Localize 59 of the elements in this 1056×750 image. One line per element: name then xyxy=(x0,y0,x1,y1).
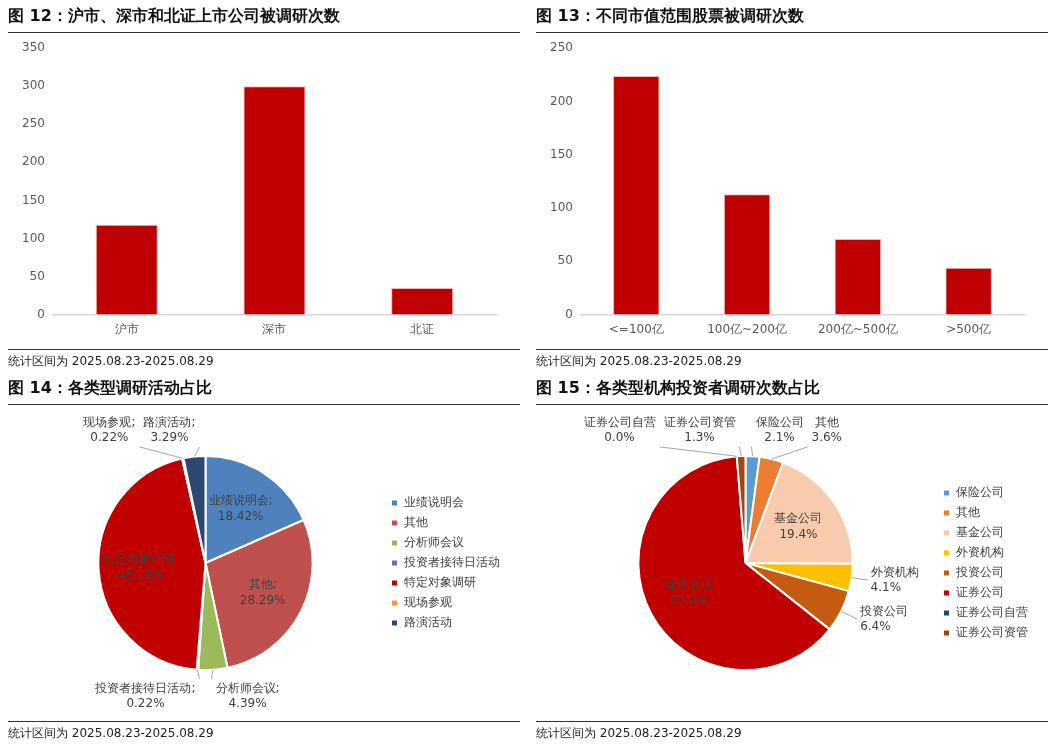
y-tick-label: 250 xyxy=(550,40,573,55)
data-label: 其他; 28.29% xyxy=(239,576,286,607)
legend-label: 分析师会议 xyxy=(404,535,464,550)
legend-label: 其他 xyxy=(404,515,428,530)
legend-label: 外资机构 xyxy=(956,545,1004,560)
text: 证券公司自营 0.0% xyxy=(583,414,656,444)
y-tick-label: 250 xyxy=(22,116,45,131)
y-tick-label: 0 xyxy=(37,306,45,321)
legend-label: 其他 xyxy=(956,505,980,520)
x-tick-label: 深市 xyxy=(262,321,287,336)
legend-label: 业绩说明会 xyxy=(404,495,464,510)
text: 统计区间为 2025.08.23-2025.08.29 xyxy=(8,721,520,741)
legend-label: 基金公司 xyxy=(956,525,1004,540)
x-tick-label: 北证 xyxy=(410,321,435,336)
y-tick-label: 300 xyxy=(22,78,45,93)
data-label: 分析师会议; 4.39% xyxy=(215,680,280,710)
text: 统计区间为 2025.08.23-2025.08.29 xyxy=(8,349,520,369)
data-label: 保险公司 2.1% xyxy=(755,414,804,444)
data-label: 业绩说明会; 18.42% xyxy=(208,493,273,524)
data-label: 基金公司 19.4% xyxy=(774,510,823,541)
text: 统计区间为 2025.08.23-2025.08.29 xyxy=(536,721,1048,741)
y-tick-label: 150 xyxy=(22,192,45,207)
legend-label: 证券公司 xyxy=(956,585,1004,600)
chart-title: 图 14：各类型调研活动占比 xyxy=(8,372,520,405)
chart-title: 图 15：各类型机构投资者调研次数占比 xyxy=(536,372,1048,405)
legend-label: 保险公司 xyxy=(956,485,1004,500)
chart-title: 图 12：沪市、深市和北证上市公司被调研次数 xyxy=(8,0,520,33)
data-label: 现场参观; 0.22% xyxy=(83,414,136,444)
data-label: 投资者接待日活动; 0.22% xyxy=(94,680,196,710)
y-tick-label: 100 xyxy=(550,200,573,215)
x-tick-label: >500亿 xyxy=(946,321,992,336)
data-label: 证券公司资管 1.3% xyxy=(663,414,736,444)
legend-label: 投资公司 xyxy=(955,565,1004,580)
y-tick-label: 50 xyxy=(29,268,45,283)
y-tick-label: 200 xyxy=(550,93,573,108)
y-tick-label: 0 xyxy=(565,306,573,321)
x-tick-label: 200亿~500亿 xyxy=(817,321,898,336)
legend-label: 投资者接待日活动 xyxy=(403,555,500,570)
data-label: 投资公司 6.4% xyxy=(859,603,909,633)
chart-title: 图 13：不同市值范围股票被调研次数 xyxy=(536,0,1048,33)
y-tick-label: 150 xyxy=(550,146,573,161)
x-tick-label: 沪市 xyxy=(114,321,139,336)
data-label: 其他 3.6% xyxy=(811,414,842,444)
y-tick-label: 350 xyxy=(22,40,45,55)
y-tick-label: 100 xyxy=(22,230,45,245)
legend-label: 现场参观 xyxy=(404,595,452,610)
data-label: 特定对象调研; 45.18% xyxy=(103,551,180,582)
x-tick-label: 100亿~200亿 xyxy=(707,321,787,336)
legend-label: 证券公司自营 xyxy=(956,605,1028,620)
y-tick-label: 50 xyxy=(557,253,573,268)
data-label: 外资机构 4.1% xyxy=(870,564,919,594)
text: 统计区间为 2025.08.23-2025.08.29 xyxy=(536,349,1048,369)
data-label: 路演活动; 3.29% xyxy=(143,414,196,444)
legend-label: 特定对象调研 xyxy=(404,575,476,590)
legend-label: 路演活动 xyxy=(404,615,452,630)
data-label: 证券公司 63.0% xyxy=(664,577,713,608)
x-tick-label: <=100亿 xyxy=(608,321,664,336)
y-tick-label: 200 xyxy=(22,154,45,169)
legend-label: 证券公司资管 xyxy=(956,625,1028,640)
